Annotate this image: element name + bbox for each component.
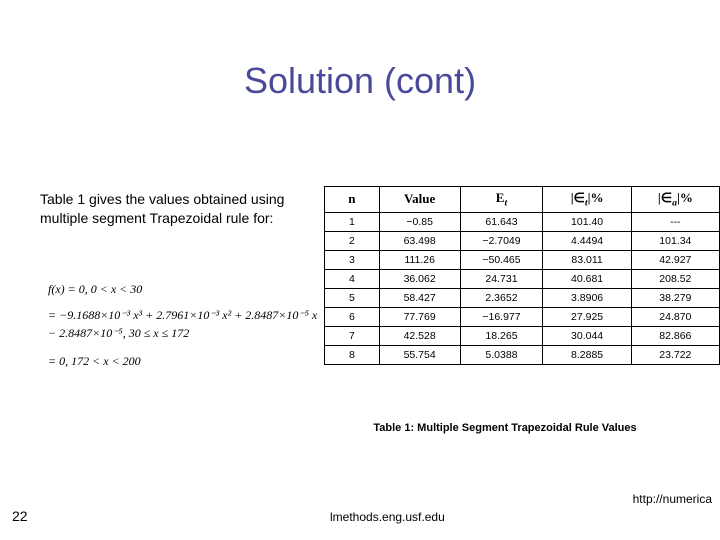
table-cell: 42.927: [631, 250, 719, 269]
body-paragraph: Table 1 gives the values obtained using …: [40, 190, 305, 228]
slide: Solution (cont) Table 1 gives the values…: [0, 0, 720, 540]
table-cell: 40.681: [543, 269, 631, 288]
table-row: 558.4272.36523.890638.279: [325, 288, 720, 307]
table-cell: −2.7049: [460, 231, 543, 250]
col-header-eps-a: |∈a|%: [631, 187, 719, 213]
table-cell: 7: [325, 326, 380, 345]
table-cell: 83.011: [543, 250, 631, 269]
table-cell: 101.34: [631, 231, 719, 250]
results-table: n Value Et |∈t|% |∈a|% 1−0.8561.643101.4…: [324, 186, 720, 365]
table-cell: −0.85: [379, 212, 460, 231]
table-cell: 36.062: [379, 269, 460, 288]
col-header-eps-t: |∈t|%: [543, 187, 631, 213]
table-cell: 24.870: [631, 307, 719, 326]
table-row: 677.769−16.97727.92524.870: [325, 307, 720, 326]
col-header-et: Et: [460, 187, 543, 213]
footer-center-text: lmethods.eng.usf.edu: [330, 510, 445, 524]
table-cell: 27.925: [543, 307, 631, 326]
table-cell: 4.4494: [543, 231, 631, 250]
table-cell: 1: [325, 212, 380, 231]
table-cell: 3: [325, 250, 380, 269]
table-row: 1−0.8561.643101.40---: [325, 212, 720, 231]
col-header-value: Value: [379, 187, 460, 213]
table-row: 742.52818.26530.04482.866: [325, 326, 720, 345]
table-row: 436.06224.73140.681208.52: [325, 269, 720, 288]
equation-line-3: − 2.8487×10⁻⁵, 30 ≤ x ≤ 172: [48, 326, 189, 341]
table-cell: 55.754: [379, 345, 460, 364]
table-cell: ---: [631, 212, 719, 231]
table-cell: 24.731: [460, 269, 543, 288]
table-cell: 2.3652: [460, 288, 543, 307]
table-cell: −16.977: [460, 307, 543, 326]
slide-title: Solution (cont): [0, 60, 720, 102]
table-cell: 8.2885: [543, 345, 631, 364]
table-row: 855.7545.03888.288523.722: [325, 345, 720, 364]
equation-line-4: = 0, 172 < x < 200: [48, 354, 141, 369]
table-cell: 5: [325, 288, 380, 307]
table-cell: −50.465: [460, 250, 543, 269]
table-body: 1−0.8561.643101.40---263.498−2.70494.449…: [325, 212, 720, 364]
footer-right-text: http://numerica: [633, 492, 712, 506]
equation-line-2: = −9.1688×10⁻³ x³ + 2.7961×10⁻³ x² + 2.8…: [48, 308, 317, 323]
table-cell: 38.279: [631, 288, 719, 307]
table-cell: 18.265: [460, 326, 543, 345]
table-cell: 3.8906: [543, 288, 631, 307]
col-header-n: n: [325, 187, 380, 213]
table-cell: 42.528: [379, 326, 460, 345]
table-cell: 111.26: [379, 250, 460, 269]
table-cell: 101.40: [543, 212, 631, 231]
table-cell: 208.52: [631, 269, 719, 288]
table-cell: 30.044: [543, 326, 631, 345]
table-cell: 58.427: [379, 288, 460, 307]
table-row: 263.498−2.70494.4494101.34: [325, 231, 720, 250]
table-cell: 5.0388: [460, 345, 543, 364]
table-cell: 82.866: [631, 326, 719, 345]
equation-line-1: f(x) = 0, 0 < x < 30: [48, 282, 142, 297]
table-cell: 4: [325, 269, 380, 288]
table-row: 3111.26−50.46583.01142.927: [325, 250, 720, 269]
table-cell: 6: [325, 307, 380, 326]
table-cell: 61.643: [460, 212, 543, 231]
table-cell: 2: [325, 231, 380, 250]
results-table-container: n Value Et |∈t|% |∈a|% 1−0.8561.643101.4…: [324, 186, 720, 365]
page-number: 22: [12, 508, 28, 524]
table-caption: Table 1: Multiple Segment Trapezoidal Ru…: [320, 422, 690, 434]
table-cell: 77.769: [379, 307, 460, 326]
table-cell: 23.722: [631, 345, 719, 364]
table-cell: 63.498: [379, 231, 460, 250]
table-cell: 8: [325, 345, 380, 364]
table-header-row: n Value Et |∈t|% |∈a|%: [325, 187, 720, 213]
